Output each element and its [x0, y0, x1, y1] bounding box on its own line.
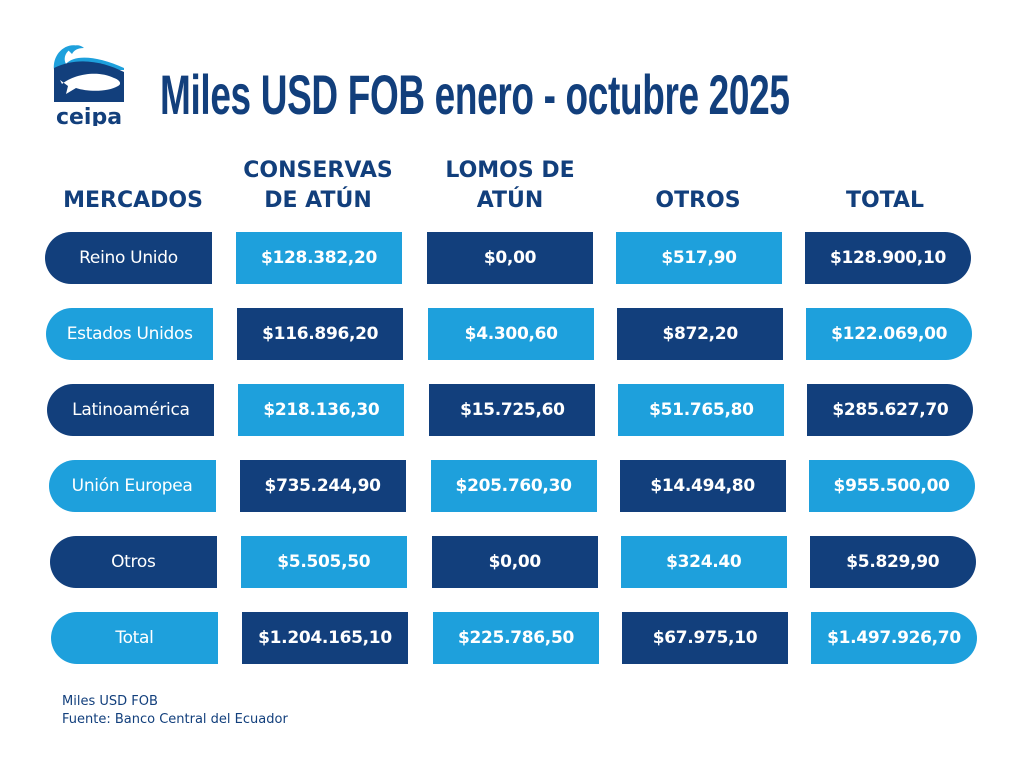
market-label: Estados Unidos — [46, 308, 214, 360]
cell-otros: $51.765,80 — [618, 384, 785, 436]
cell-conservas: $1.204.165,10 — [242, 612, 408, 664]
cell-total: $1.497.926,70 — [811, 612, 977, 664]
header-total: TOTAL — [845, 188, 925, 213]
cell-total: $122.069,00 — [806, 308, 973, 360]
table-row: Reino Unido $128.382,20 $0,00 $517,90 $128.9… — [0, 232, 1024, 284]
table-row: Latinoamérica $218.136,30 $15.725,60 $51.76… — [0, 384, 1024, 436]
cell-otros: $872,20 — [617, 308, 784, 360]
table-row: Total $1.204.165,10 $225.786,50 $67.975,10 $… — [0, 612, 1024, 664]
cell-lomos: $205.760,30 — [430, 460, 597, 512]
table-row: Unión Europea $735.244,90 $205.760,30 $14.4… — [0, 460, 1024, 512]
cell-conservas: $218.136,30 — [238, 384, 405, 436]
footer-source: Fuente: Banco Central del Ecuador — [62, 712, 288, 727]
cell-otros: $67.975,10 — [622, 612, 788, 664]
cell-conservas: $128.382,20 — [236, 232, 402, 284]
header-lomos-1: LOMOS DE — [445, 158, 575, 183]
market-label: Total — [51, 612, 218, 664]
market-label: Latinoamérica — [47, 384, 215, 436]
cell-total: $285.627,70 — [807, 384, 974, 436]
header-mercados: MERCADOS — [63, 188, 203, 213]
market-label: Otros — [49, 536, 217, 588]
cell-lomos: $15.725,60 — [429, 384, 596, 436]
header-otros: OTROS — [655, 188, 741, 213]
cell-total: $128.900,10 — [805, 232, 971, 284]
table-row: Estados Unidos $116.896,20 $4.300,60 $872,2… — [0, 308, 1024, 360]
header-lomos-2: ATÚN — [476, 188, 544, 213]
svg-text:ceipa: ceipa — [56, 105, 122, 126]
cell-lomos: $0,00 — [427, 232, 593, 284]
page-title: Miles USD FOB enero - octubre 2025 — [160, 63, 790, 126]
header-conservas-1: CONSERVAS — [243, 158, 393, 183]
cell-total: $955.500,00 — [808, 460, 975, 512]
cell-lomos: $4.300,60 — [428, 308, 595, 360]
market-label: Reino Unido — [45, 232, 212, 284]
market-label: Unión Europea — [48, 460, 216, 512]
cell-lomos: $0,00 — [431, 536, 598, 588]
cell-otros: $517,90 — [616, 232, 782, 284]
ceipa-logo: ceipa — [53, 45, 124, 126]
header-conservas-2: DE ATÚN — [264, 188, 372, 213]
cell-conservas: $735.244,90 — [239, 460, 406, 512]
cell-conservas: $5.505,50 — [240, 536, 407, 588]
cell-lomos: $225.786,50 — [433, 612, 599, 664]
footer-unit: Miles USD FOB — [62, 694, 158, 709]
cell-conservas: $116.896,20 — [237, 308, 404, 360]
cell-total: $5.829,90 — [809, 536, 976, 588]
cell-otros: $324.40 — [620, 536, 787, 588]
cell-otros: $14.494,80 — [619, 460, 786, 512]
table-row: Otros $5.505,50 $0,00 $324.40 $5.829,90 — [0, 536, 1024, 588]
